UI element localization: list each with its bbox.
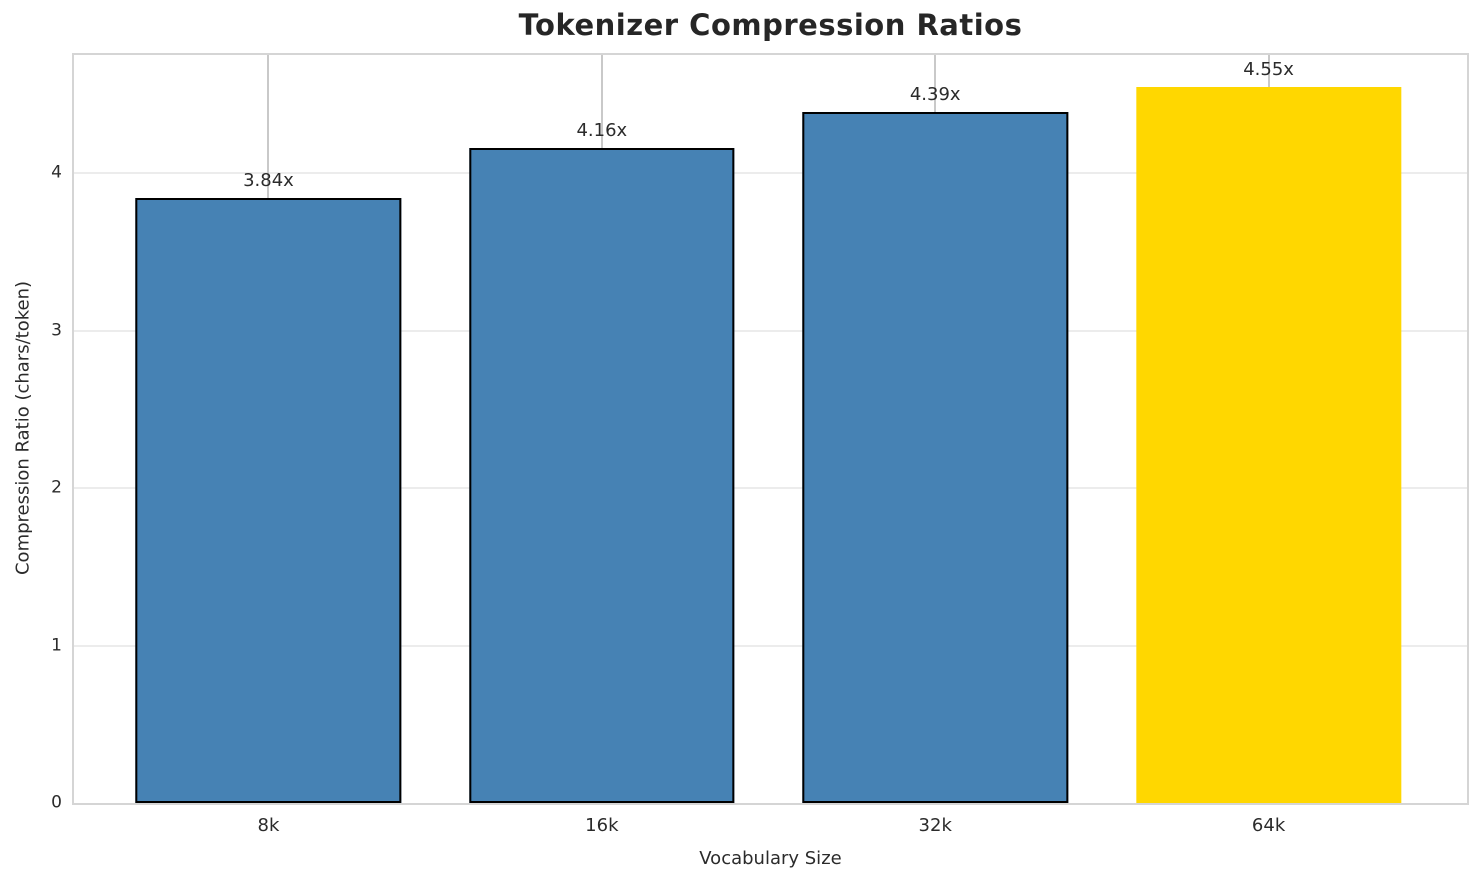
x-tick-label: 8k (257, 815, 280, 836)
x-tick-label: 64k (1251, 815, 1286, 836)
bar-32k (802, 111, 1068, 803)
chart-title: Tokenizer Compression Ratios (518, 8, 1023, 42)
bar-value-label: 4.16x (576, 119, 628, 141)
horizontal-gridline (74, 487, 1467, 490)
bar-16k (469, 147, 735, 803)
plot-area: 0 1 2 3 4 3.84x 8k 4.16x 16k 4.39x 32k 4.55x 64k (51, 53, 1469, 835)
y-tick-label: 1 (51, 635, 62, 656)
x-tick-label: 32k (918, 815, 952, 836)
horizontal-gridline (74, 644, 1467, 647)
y-tick-label: 3 (51, 320, 62, 341)
y-tick-label: 2 (51, 477, 62, 498)
x-tick-label: 16k (585, 815, 619, 836)
bar-value-label: 4.55x (1243, 58, 1294, 80)
bar-8k (135, 198, 402, 803)
y-tick-label: 4 (51, 162, 62, 183)
horizontal-gridline (74, 329, 1467, 332)
x-axis-label: Vocabulary Size (699, 848, 842, 869)
horizontal-gridline (74, 172, 1467, 175)
bar-value-label: 4.39x (909, 83, 961, 105)
y-axis-label: Compression Ratio (chars/token) (12, 280, 34, 576)
y-tick-label: 0 (51, 792, 62, 813)
bar-value-label: 3.84x (243, 170, 294, 192)
bar-64k (1135, 86, 1402, 803)
